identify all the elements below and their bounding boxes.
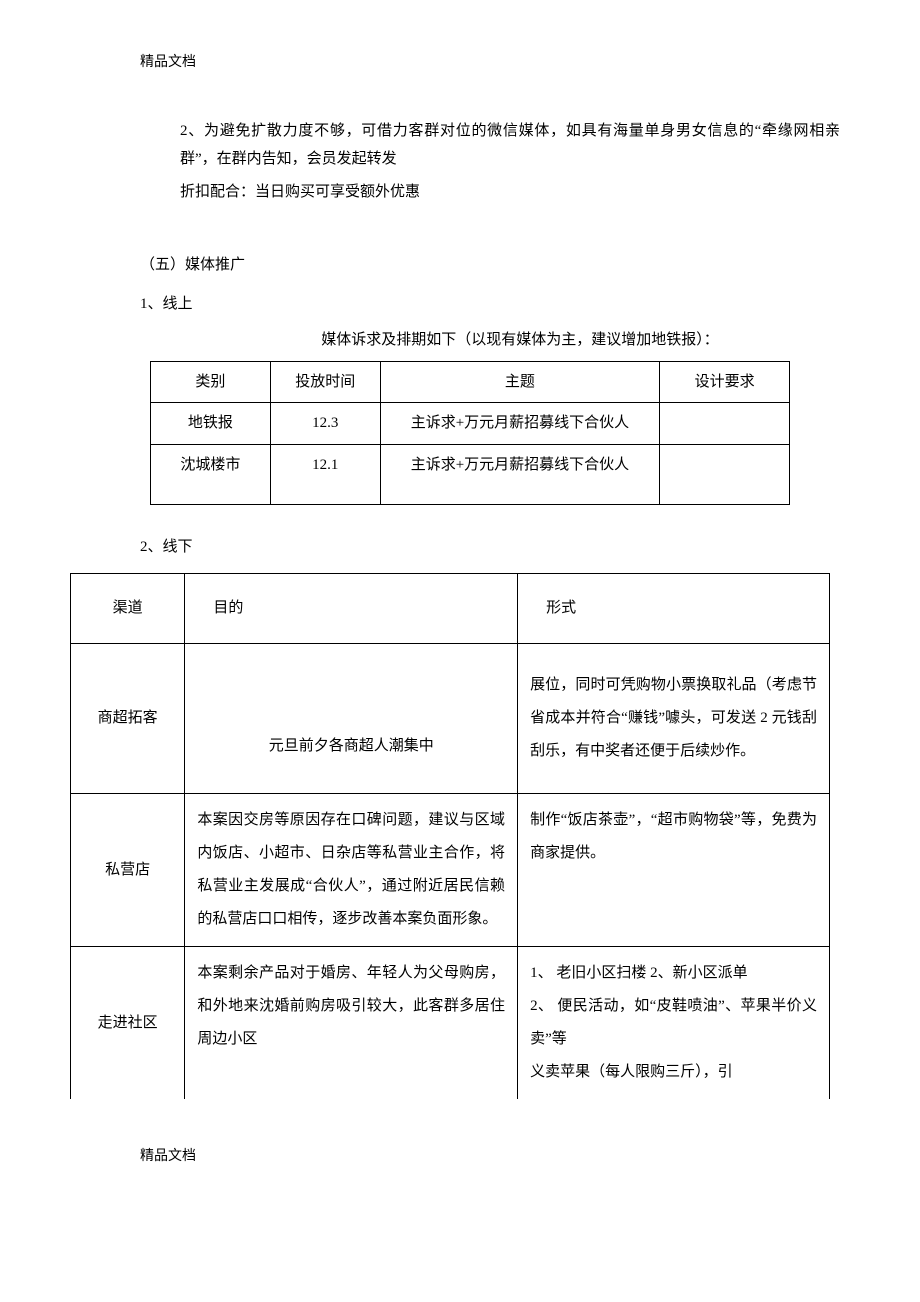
cell-purpose: 元旦前夕各商超人潮集中 <box>185 644 518 794</box>
cell <box>660 403 790 445</box>
cell: 沈城楼市 <box>151 444 271 504</box>
cell-form: 展位，同时可凭购物小票换取礼品（考虑节省成本并符合“赚钱”噱头，可发送 2 元钱… <box>518 644 830 794</box>
table-row: 地铁报 12.3 主诉求+万元月薪招募线下合伙人 <box>151 403 790 445</box>
paragraph-discount: 折扣配合：当日购买可享受额外优惠 <box>180 178 840 207</box>
table1-caption: 媒体诉求及排期如下（以现有媒体为主，建议增加地铁报）： <box>200 326 840 355</box>
cell <box>660 444 790 504</box>
cell: 12.1 <box>270 444 380 504</box>
col-header-time: 投放时间 <box>270 361 380 403</box>
offline-channel-table: 渠道 目的 形式 商超拓客 元旦前夕各商超人潮集中 展位，同时可凭购物小票换取礼… <box>70 573 830 1099</box>
col-header-channel: 渠道 <box>71 574 185 644</box>
cell-purpose: 本案因交房等原因存在口碑问题，建议与区域内饭店、小超市、日杂店等私营业主合作，将… <box>185 794 518 947</box>
table-row: 私营店 本案因交房等原因存在口碑问题，建议与区域内饭店、小超市、日杂店等私营业主… <box>71 794 830 947</box>
media-schedule-table: 类别 投放时间 主题 设计要求 地铁报 12.3 主诉求+万元月薪招募线下合伙人… <box>150 361 790 505</box>
cell: 12.3 <box>270 403 380 445</box>
cell-form: 1、 老旧小区扫楼 2、新小区派单 2、 便民活动，如“皮鞋喷油”、苹果半价义卖… <box>518 947 830 1100</box>
cell-channel: 私营店 <box>71 794 185 947</box>
col-header-category: 类别 <box>151 361 271 403</box>
table-row: 沈城楼市 12.1 主诉求+万元月薪招募线下合伙人 <box>151 444 790 504</box>
col-header-theme: 主题 <box>380 361 660 403</box>
table-row: 渠道 目的 形式 <box>71 574 830 644</box>
cell: 主诉求+万元月薪招募线下合伙人 <box>380 403 660 445</box>
table-row: 类别 投放时间 主题 设计要求 <box>151 361 790 403</box>
paragraph-2: 2、为避免扩散力度不够，可借力客群对位的微信媒体，如具有海量单身男女信息的“牵缘… <box>180 117 840 174</box>
table-row: 商超拓客 元旦前夕各商超人潮集中 展位，同时可凭购物小票换取礼品（考虑节省成本并… <box>71 644 830 794</box>
cell-form: 制作“饭店茶壶”，“超市购物袋”等，免费为商家提供。 <box>518 794 830 947</box>
cell-channel: 商超拓客 <box>71 644 185 794</box>
subsection-offline: 2、线下 <box>140 533 840 562</box>
cell-channel: 走进社区 <box>71 947 185 1100</box>
section-5-title: （五）媒体推广 <box>140 251 840 280</box>
header-label: 精品文档 <box>140 50 840 77</box>
cell-purpose: 本案剩余产品对于婚房、年轻人为父母购房，和外地来沈婚前购房吸引较大，此客群多居住… <box>185 947 518 1100</box>
subsection-online: 1、线上 <box>140 290 840 319</box>
footer-label: 精品文档 <box>140 1144 840 1171</box>
col-header-form: 形式 <box>518 574 830 644</box>
cell: 地铁报 <box>151 403 271 445</box>
col-header-purpose: 目的 <box>185 574 518 644</box>
table-row: 走进社区 本案剩余产品对于婚房、年轻人为父母购房，和外地来沈婚前购房吸引较大，此… <box>71 947 830 1100</box>
cell: 主诉求+万元月薪招募线下合伙人 <box>380 444 660 504</box>
col-header-design: 设计要求 <box>660 361 790 403</box>
